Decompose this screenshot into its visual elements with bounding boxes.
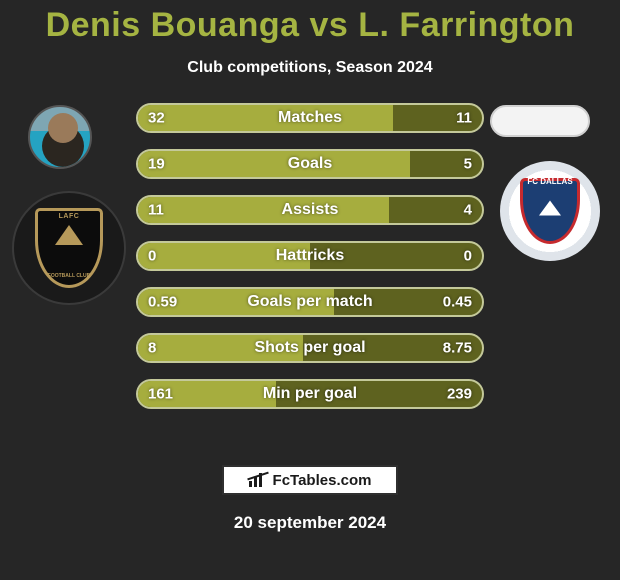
stat-row: 19 Goals 5 [136,149,484,179]
player1-club-subtext: FOOTBALL CLUB [38,273,100,279]
snapshot-date: 20 september 2024 [0,513,620,533]
stat-row: 161 Min per goal 239 [136,379,484,409]
stat-value-player2: 0.45 [443,294,472,311]
player2-club-code: FC DALLAS [520,177,580,186]
title-player1: Denis Bouanga [46,6,300,44]
stat-row: 0.59 Goals per match 0.45 [136,287,484,317]
stat-bar-fill [138,151,410,177]
stat-value-player2: 239 [447,386,472,403]
page-title: Denis Bouanga vs L. Farrington [0,0,620,45]
lafc-shield-icon: LAFC FOOTBALL CLUB [35,208,103,288]
stat-value-player1: 8 [148,340,156,357]
stat-label: Goals per match [247,293,372,311]
stat-row: 8 Shots per goal 8.75 [136,333,484,363]
player1-club-badge: LAFC FOOTBALL CLUB [12,191,126,305]
stat-value-player2: 11 [456,110,472,127]
title-vs: vs [300,6,359,44]
stat-label: Assists [282,201,339,219]
stat-value-player1: 0.59 [148,294,177,311]
stat-value-player2: 5 [464,156,472,173]
stat-value-player2: 8.75 [443,340,472,357]
player1-photo [28,105,92,169]
stat-label: Goals [288,155,332,173]
stat-value-player1: 19 [148,156,165,173]
source-badge: FcTables.com [222,465,398,495]
comparison-panel: LAFC FOOTBALL CLUB FC DALLAS 32 Matches 11… [0,103,620,443]
stat-row: 32 Matches 11 [136,103,484,133]
stat-value-player2: 0 [464,248,472,265]
subtitle: Club competitions, Season 2024 [0,59,620,77]
barchart-icon [249,473,267,487]
stat-bars-container: 32Matches1119Goals511Assists40Hattricks0… [136,103,484,425]
player2-photo [490,105,590,137]
stat-value-player1: 0 [148,248,156,265]
source-brand: FcTables.com [273,472,372,489]
stat-value-player2: 4 [464,202,472,219]
stat-value-player1: 11 [148,202,164,219]
stat-row: 0 Hattricks 0 [136,241,484,271]
stat-label: Min per goal [263,385,357,403]
player1-club-code: LAFC [38,213,100,220]
stat-bar-fill [138,105,393,131]
stat-value-player1: 32 [148,110,165,127]
fcdallas-shield-icon: FC DALLAS [520,178,580,244]
stat-label: Matches [278,109,342,127]
player2-club-badge: FC DALLAS [500,161,600,261]
stat-label: Shots per goal [254,339,365,357]
stat-row: 11 Assists 4 [136,195,484,225]
title-player2: L. Farrington [358,6,574,44]
stat-value-player1: 161 [148,386,173,403]
stat-bar-fill [138,197,389,223]
stat-label: Hattricks [276,247,344,265]
